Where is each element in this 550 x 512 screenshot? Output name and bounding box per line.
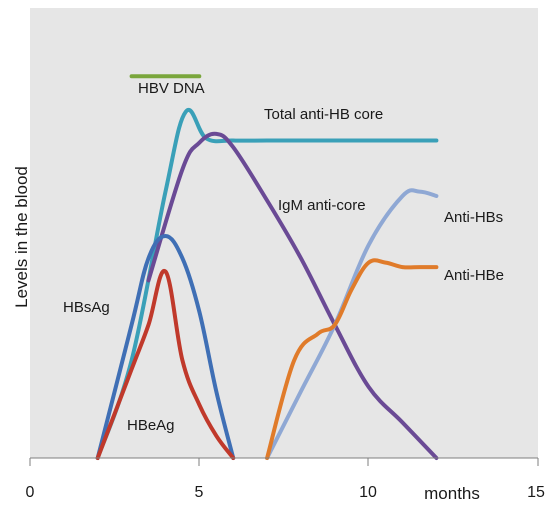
label-hbv-dna: HBV DNA [138, 80, 205, 97]
label-anti-hbe: Anti-HBe [444, 267, 504, 284]
x-tick-label: 10 [359, 484, 377, 501]
label-hbsag: HBsAg [63, 299, 110, 316]
x-tick-label: 5 [195, 484, 204, 501]
series-line-anti-hbs [265, 188, 439, 460]
series-line-hbsag [95, 234, 236, 460]
x-tick-label: 0 [26, 484, 35, 501]
x-axis-label: months [424, 484, 480, 503]
label-total-anti-hb-core: Total anti-HB core [264, 106, 383, 123]
label-hbeag: HBeAg [127, 417, 175, 434]
series-line-total-anti-hb-core [95, 107, 439, 460]
series-line-hbeag [95, 269, 236, 460]
plot-area [30, 8, 538, 458]
label-igm-anti-core: IgM anti-core [278, 197, 366, 214]
series-layer [95, 74, 439, 460]
series-line-anti-hbe [265, 258, 439, 460]
y-axis-label: Levels in the blood [12, 166, 31, 308]
series-line-igm-anti-core [146, 131, 439, 460]
label-anti-hbs: Anti-HBs [444, 209, 503, 226]
x-tick-label: 15 [527, 484, 545, 501]
